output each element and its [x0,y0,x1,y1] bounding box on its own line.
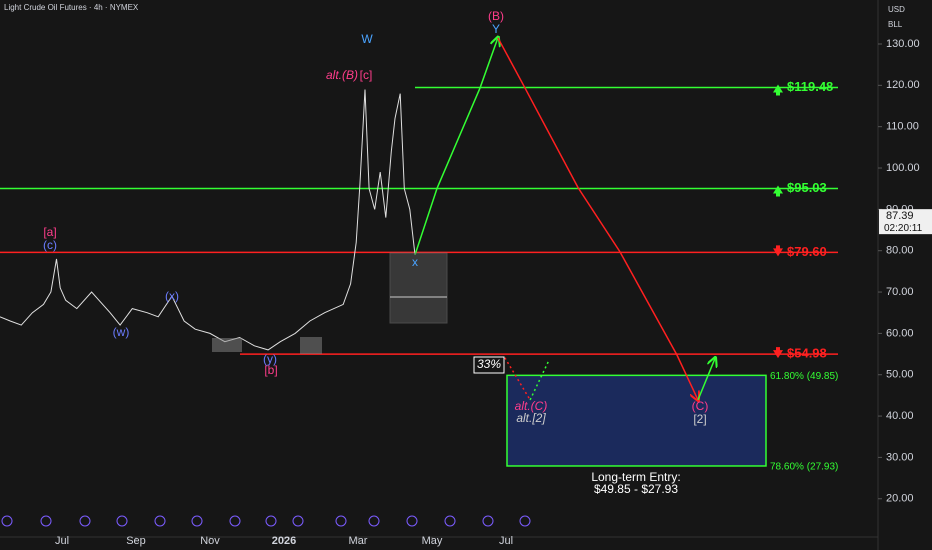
target-box [389,252,448,324]
y-tick-label: 110.00 [886,121,919,133]
annotation: x [412,255,418,269]
price-tag [879,209,932,235]
zone-range: $49.85 - $27.93 [594,482,678,496]
y-tick-label: 50.00 [886,369,914,381]
x-tick-label: Jul [55,535,69,547]
zone-title: Long-term Entry: [591,470,680,484]
level-label: $119.48 [787,79,833,94]
x-tick-label: Jul [499,535,513,547]
price-line [0,89,416,351]
x-tick-label: Mar [349,535,368,547]
projection-line [497,37,698,400]
projection-line [414,38,498,256]
consolidation-box [212,338,242,352]
annotation: [c] [360,68,373,82]
level-label: $54.98 [787,346,827,361]
annotation: [a] [43,225,56,239]
annotation: (w) [113,325,130,339]
annotation: [b] [264,363,277,377]
x-tick-label: Nov [200,535,220,547]
zone-top-label: 61.80% (49.85) [770,371,838,382]
countdown: 02:20:11 [884,223,923,234]
level-arrow [773,84,783,96]
annotation: [2] [693,412,706,426]
level-arrow [773,185,783,197]
level-arrow [773,347,783,359]
annotation: (C) [692,399,709,413]
level-arrow [773,245,783,257]
annotation: (c) [43,238,57,252]
y-tick-label: 30.00 [886,451,914,463]
event-icons [1,515,531,527]
x-tick-label: May [422,535,443,547]
y-tick-label: 130.00 [886,38,920,50]
entry-zone [506,374,767,467]
annotation: alt.(B) [326,68,358,82]
chart-title: Light Crude Oil Futures · 4h · NYMEX [4,3,139,12]
projection-line [529,361,549,401]
projection-line [697,358,715,401]
y-tick-label: 40.00 [886,410,914,422]
y-tick-label: 70.00 [886,286,914,298]
currency: USD [888,5,905,14]
projection-line [504,357,531,401]
annotation: (x) [165,289,179,303]
annotation: (B) [488,9,504,23]
y-tick-label: 120.00 [886,79,920,91]
consolidation-box [300,337,322,354]
unit: BLL [888,20,903,29]
level-label: $95.03 [787,180,827,195]
probability-box [473,356,505,374]
y-tick-label: 100.00 [886,162,920,174]
y-tick-label: 80.00 [886,245,914,257]
annotation: (y) [263,352,277,366]
annotation: Y [492,22,500,36]
annotation: W [361,32,373,46]
annotation: alt.[2] [516,411,546,425]
x-tick-label: Sep [126,535,146,547]
annotation: alt.(C) [515,399,548,413]
zone-bottom-label: 78.60% (27.93) [770,462,838,473]
annotation: 33% [477,357,501,371]
y-tick-label: 60.00 [886,327,914,339]
price-label: 87.39 [886,210,914,222]
y-tick-label: 20.00 [886,493,914,505]
x-tick-label: 2026 [272,535,296,547]
level-label: $79.60 [787,244,827,259]
